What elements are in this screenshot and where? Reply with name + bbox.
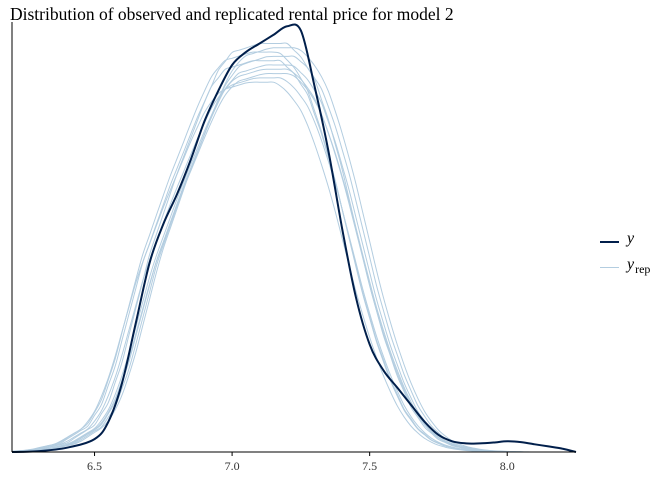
x-tick-label: 6.5	[87, 459, 102, 473]
x-tick-label: 7.0	[225, 459, 240, 473]
replicated-density-line	[11, 81, 535, 453]
observed-density-line	[11, 23, 577, 453]
legend-label-y-rep: yrep	[627, 256, 651, 276]
legend-label-y-rep-subscript: rep	[635, 262, 651, 276]
x-axis-ticks: 6.5 7.0 7.5 8.0	[87, 452, 515, 473]
replicated-density-line	[11, 77, 535, 453]
legend-label-y: y	[627, 230, 635, 247]
observed-series-group	[11, 23, 577, 453]
x-tick-label: 8.0	[500, 459, 515, 473]
replicated-series-group	[11, 42, 535, 453]
legend-key-y-rep	[600, 267, 619, 268]
replicated-density-line	[12, 47, 535, 453]
replicated-density-line	[11, 72, 535, 453]
replicated-density-line	[11, 59, 535, 453]
x-tick-label: 7.5	[362, 459, 377, 473]
replicated-density-line	[11, 68, 535, 453]
replicated-density-line	[11, 64, 535, 453]
chart-title: Distribution of observed and replicated …	[10, 4, 454, 24]
legend-key-y	[600, 241, 619, 243]
replicated-density-line	[11, 51, 535, 453]
replicated-density-line	[11, 55, 535, 453]
replicated-density-line	[11, 42, 535, 453]
